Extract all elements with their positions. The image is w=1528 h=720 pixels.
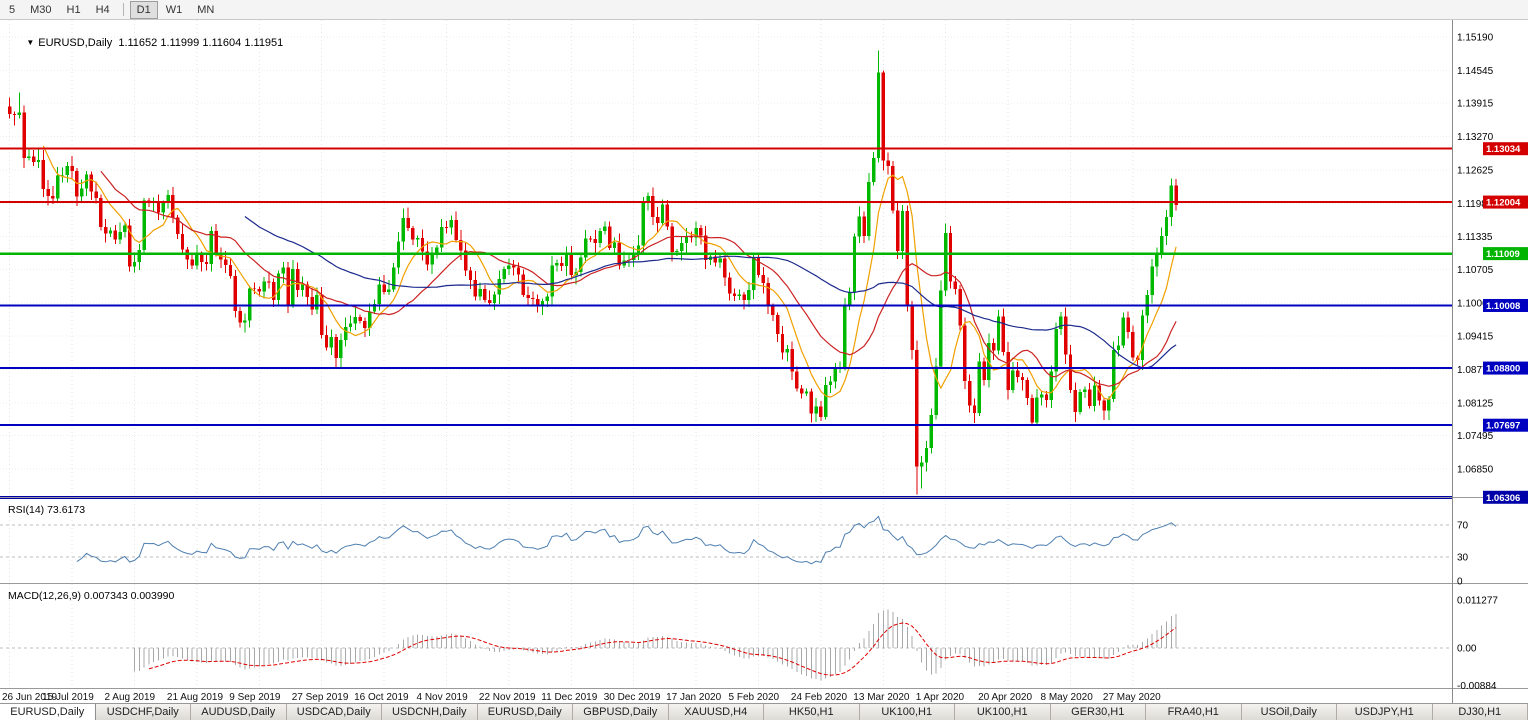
svg-text:0: 0 <box>1457 577 1463 588</box>
svg-text:27 Sep 2019: 27 Sep 2019 <box>292 692 349 703</box>
timeframe-button-w1[interactable]: W1 <box>159 1 190 19</box>
price-tag-1.13034 <box>1483 142 1528 156</box>
svg-text:24 Feb 2020: 24 Feb 2020 <box>791 692 848 703</box>
svg-text:9 Sep 2019: 9 Sep 2019 <box>229 692 281 703</box>
panel-separators[interactable] <box>0 497 1528 689</box>
timeframe-button-h1[interactable]: H1 <box>60 1 88 19</box>
tab-ger30-h1-11[interactable]: GER30,H1 <box>1050 704 1146 720</box>
price-tag-1.07697 <box>1483 418 1528 432</box>
timeframe-toolbar: 5 M30 H1 H4 D1 W1 MN <box>0 0 1528 20</box>
svg-text:-0.00884: -0.00884 <box>1457 681 1497 692</box>
svg-text:20 Apr 2020: 20 Apr 2020 <box>978 692 1032 703</box>
tab-uk100-h1-10[interactable]: UK100,H1 <box>955 704 1051 720</box>
tab-usdcad-daily-3[interactable]: USDCAD,Daily <box>286 704 382 720</box>
tab-gbpusd-daily-6[interactable]: GBPUSD,Daily <box>573 704 669 720</box>
svg-text:0.00: 0.00 <box>1457 644 1477 655</box>
svg-text:1.10705: 1.10705 <box>1457 265 1494 276</box>
macd-panel: 0.011277 0.00 -0.00884 <box>0 595 1498 692</box>
price-tag-1.11009 <box>1483 247 1528 261</box>
macd-signal-line <box>148 622 1177 676</box>
svg-text:1.13915: 1.13915 <box>1457 99 1494 110</box>
svg-text:21 Aug 2019: 21 Aug 2019 <box>167 692 224 703</box>
svg-text:1.11009: 1.11009 <box>1486 249 1520 260</box>
svg-text:1.12625: 1.12625 <box>1457 165 1494 176</box>
svg-text:0.011277: 0.011277 <box>1457 595 1498 606</box>
tab-hk50-h1-8[interactable]: HK50,H1 <box>764 704 860 720</box>
price-tag-1.10008 <box>1483 298 1528 312</box>
svg-text:13 Mar 2020: 13 Mar 2020 <box>853 692 910 703</box>
svg-text:17 Jan 2020: 17 Jan 2020 <box>666 692 721 703</box>
price-axis[interactable]: 1.15190 1.14545 1.13915 1.13270 1.12625 1.119… <box>1457 33 1494 476</box>
svg-text:1.06306: 1.06306 <box>1486 493 1520 504</box>
price-tag-1.12004 <box>1483 195 1528 209</box>
svg-text:1.06850: 1.06850 <box>1457 465 1494 476</box>
tab-usoil-daily-13[interactable]: USOil,Daily <box>1241 704 1337 720</box>
timeframe-button-mn[interactable]: MN <box>190 1 221 19</box>
svg-text:8 May 2020: 8 May 2020 <box>1041 692 1094 703</box>
tab-usdjpy-h1-14[interactable]: USDJPY,H1 <box>1337 704 1433 720</box>
svg-text:27 May 2020: 27 May 2020 <box>1103 692 1161 703</box>
svg-text:1.07495: 1.07495 <box>1457 431 1494 442</box>
svg-text:1.12004: 1.12004 <box>1486 198 1521 209</box>
hline-price-tags: 1.13034 1.12004 1.11009 1.10008 1.08800 1.076… <box>1483 142 1528 504</box>
svg-text:70: 70 <box>1457 521 1469 532</box>
timeframe-button-d1[interactable]: D1 <box>129 0 158 19</box>
price-tag-1.06306 <box>1483 490 1528 504</box>
svg-text:11 Dec 2019: 11 Dec 2019 <box>541 692 597 703</box>
svg-text:30: 30 <box>1457 553 1469 564</box>
toolbar-separator <box>122 3 124 16</box>
svg-text:1.08800: 1.08800 <box>1486 364 1520 375</box>
svg-text:1 Apr 2020: 1 Apr 2020 <box>916 692 965 703</box>
chart-region[interactable]: 26 Jun 2019 15 Jul 2019 2 Aug 2019 21 Aug 2… <box>0 20 1528 703</box>
tab-uk100-h1-9[interactable]: UK100,H1 <box>859 704 955 720</box>
svg-text:30 Dec 2019: 30 Dec 2019 <box>604 692 661 703</box>
tab-dj30-h1-15[interactable]: DJ30,H1 <box>1432 704 1528 720</box>
svg-text:22 Nov 2019: 22 Nov 2019 <box>479 692 536 703</box>
svg-text:2 Aug 2019: 2 Aug 2019 <box>105 692 156 703</box>
tab-usdcnh-daily-4[interactable]: USDCNH,Daily <box>382 704 478 720</box>
candles-layer <box>8 50 1178 495</box>
ma-line-8 <box>42 145 1177 401</box>
svg-text:1.08125: 1.08125 <box>1457 399 1494 410</box>
horizontal-lines-layer <box>0 147 1452 499</box>
svg-text:1.10008: 1.10008 <box>1486 301 1520 312</box>
svg-text:1.11980: 1.11980 <box>1457 199 1493 210</box>
tab-eurusd-daily-0[interactable]: EURUSD,Daily <box>0 704 96 720</box>
svg-text:5 Feb 2020: 5 Feb 2020 <box>729 692 780 703</box>
tab-usdchf-daily-1[interactable]: USDCHF,Daily <box>95 704 191 720</box>
svg-text:26 Jun 2019: 26 Jun 2019 <box>2 692 57 703</box>
grid-layer <box>0 20 1452 688</box>
timeframe-button-m30[interactable]: M30 <box>23 1 58 19</box>
svg-text:1.09415: 1.09415 <box>1457 332 1494 343</box>
tab-xauusd-h4-7[interactable]: XAUUSD,H4 <box>668 704 764 720</box>
svg-text:1.14545: 1.14545 <box>1457 66 1494 77</box>
svg-text:1.11335: 1.11335 <box>1457 232 1493 243</box>
svg-text:4 Nov 2019: 4 Nov 2019 <box>417 692 469 703</box>
rsi-line <box>76 515 1177 565</box>
ma-line-50 <box>244 216 1177 369</box>
svg-text:15 Jul 2019: 15 Jul 2019 <box>42 692 94 703</box>
svg-text:1.07697: 1.07697 <box>1486 421 1520 432</box>
price-tag-1.08800 <box>1483 361 1528 375</box>
svg-text:16 Oct 2019: 16 Oct 2019 <box>354 692 409 703</box>
svg-text:1.13270: 1.13270 <box>1457 132 1494 143</box>
svg-text:1.08770: 1.08770 <box>1457 365 1494 376</box>
rsi-panel: 70 30 0 <box>0 515 1469 588</box>
svg-text:1.13034: 1.13034 <box>1486 144 1521 155</box>
tab-eurusd-daily-5[interactable]: EURUSD,Daily <box>477 704 573 720</box>
timeframe-button-5[interactable]: 5 <box>2 1 22 19</box>
timeframe-button-h4[interactable]: H4 <box>89 1 117 19</box>
tab-fra40-h1-12[interactable]: FRA40,H1 <box>1146 704 1242 720</box>
svg-text:1.10060: 1.10060 <box>1457 298 1494 309</box>
svg-text:1.15190: 1.15190 <box>1457 33 1494 44</box>
ma-line-20 <box>100 170 1177 387</box>
tab-audusd-daily-2[interactable]: AUDUSD,Daily <box>191 704 287 720</box>
chart-tabs-bar: EURUSD,Daily USDCHF,Daily AUDUSD,Daily USDC… <box>0 703 1528 720</box>
